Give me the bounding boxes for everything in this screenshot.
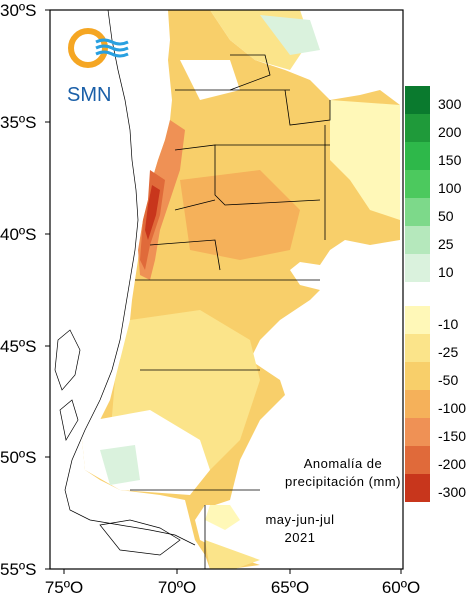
zone-west-extreme [145, 185, 160, 240]
lat-label-30: 30ºS [0, 1, 36, 20]
zone-tierra-del-fuego [205, 505, 240, 530]
color-legend: 300 200 150 100 50 25 10 -10 -25 -50 -100 -150 -200 -… [405, 86, 466, 502]
zone-green-north [260, 15, 320, 55]
legend-negative-swatch-6 [405, 474, 430, 502]
lon-label-65: 65ºO [271, 578, 309, 597]
legend-positive-label-0: 300 [438, 96, 462, 112]
legend-negative-label-2: -50 [438, 372, 458, 388]
zone-central [180, 170, 300, 260]
latitude-axis: 30ºS 35ºS 40ºS 45ºS 50ºS 55ºS [0, 1, 50, 579]
lat-label-45: 45ºS [0, 337, 36, 356]
lon-label-60: 60ºO [382, 578, 420, 597]
legend-negative-label-1: -25 [438, 344, 458, 360]
map-frame [49, 9, 404, 570]
lat-label-35: 35ºS [0, 113, 36, 132]
legend-positive-swatch-4 [405, 198, 430, 226]
legend-positive-swatch-3 [405, 170, 430, 198]
legend-negative-swatch-2 [405, 362, 430, 390]
province-boundaries [130, 54, 331, 569]
legend-negative-swatch-0 [405, 306, 430, 334]
annotation-line2: precipitación (mm) [285, 474, 401, 489]
legend-negative-swatch-5 [405, 446, 430, 474]
zone-far-south [205, 540, 260, 569]
legend-positive-label-4: 50 [438, 208, 454, 224]
lat-label-50: 50ºS [0, 448, 36, 467]
logo-sun-icon [68, 28, 108, 68]
map-annotation: Anomalía de precipitación (mm) may-jun-j… [265, 456, 401, 545]
argentina-anomaly-field [82, 10, 400, 569]
chile-coastline [54, 9, 196, 556]
legend-negative-label-5: -200 [438, 456, 466, 472]
legend-negative-swatch-1 [405, 334, 430, 362]
annotation-line1: Anomalía de [304, 456, 383, 471]
annotation-line3: may-jun-jul [265, 512, 334, 527]
legend-negative-label-0: -10 [438, 316, 458, 332]
legend-positive-swatch-2 [405, 142, 430, 170]
legend-positive-label-6: 10 [438, 264, 454, 280]
legend-positive-label-2: 150 [438, 152, 462, 168]
logo-text: SMN [67, 84, 111, 106]
legend-positive-swatch-6 [405, 254, 430, 282]
legend-negative-label-4: -150 [438, 428, 466, 444]
zone-south-green [100, 445, 140, 485]
legend-negative-swatch-4 [405, 418, 430, 446]
longitude-axis: 75ºO 70ºO 65ºO 60ºO [45, 569, 420, 597]
legend-negative-label-3: -100 [438, 400, 466, 416]
smn-logo: SMN [67, 28, 129, 106]
legend-negative-swatch-3 [405, 390, 430, 418]
legend-positive-label-5: 25 [438, 236, 454, 252]
legend-negative-label-6: -300 [438, 484, 466, 500]
legend-positive-swatch-1 [405, 114, 430, 142]
legend-positive-label-1: 200 [438, 124, 462, 140]
legend-positive-swatch-5 [405, 226, 430, 254]
legend-positive-label-3: 100 [438, 180, 462, 196]
annotation-line4: 2021 [285, 530, 316, 545]
lat-label-40: 40ºS [0, 225, 36, 244]
lon-label-70: 70ºO [158, 578, 196, 597]
lon-label-75: 75ºO [45, 578, 83, 597]
zone-northeast [330, 100, 400, 220]
lat-label-55: 55ºS [0, 560, 36, 579]
legend-positive-swatch-0 [405, 86, 430, 114]
